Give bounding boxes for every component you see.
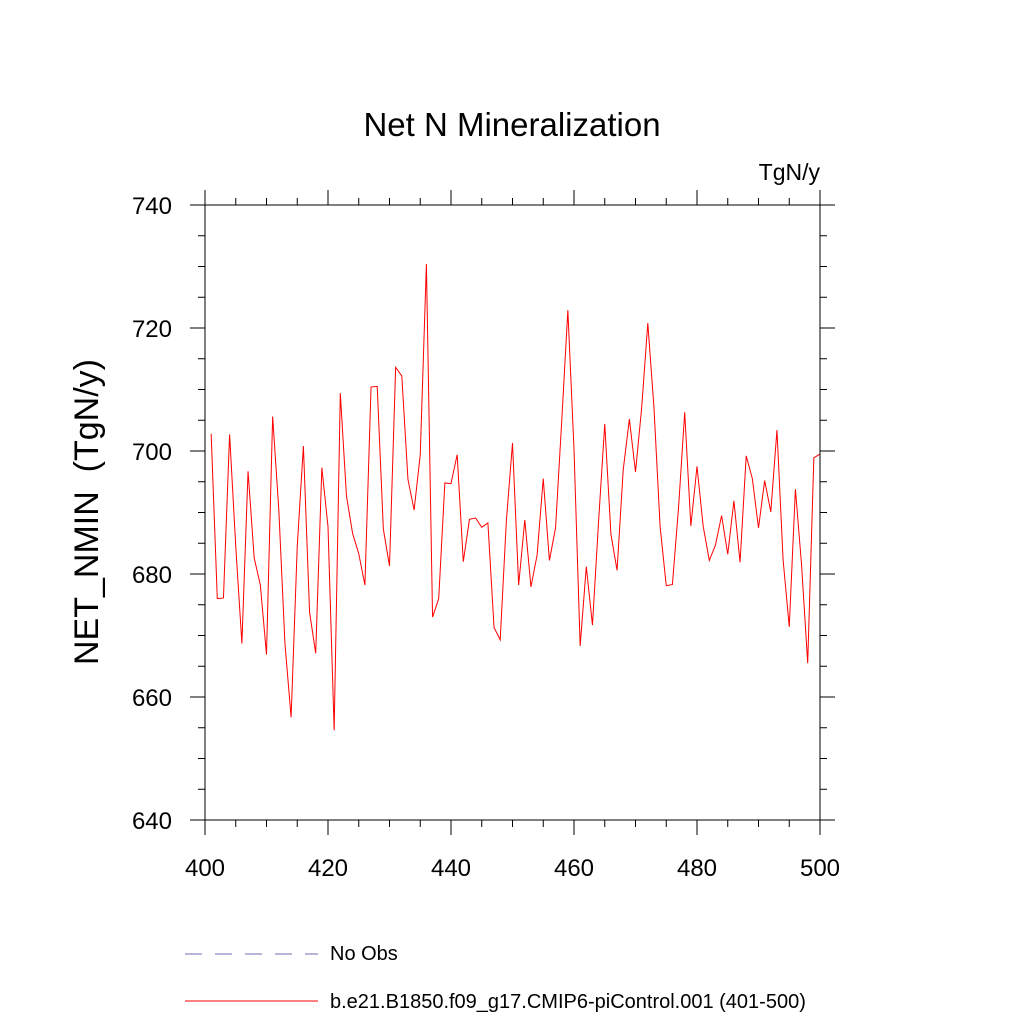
legend-label-no-obs: No Obs [330, 943, 398, 965]
series-line-model-run [210, 264, 821, 731]
plot-frame [204, 204, 821, 821]
legend-label-model-run: b.e21.B1850.f09_g17.CMIP6-piControl.001 … [330, 991, 806, 1013]
axes [204, 204, 821, 821]
y-tick-label: 720 [132, 316, 172, 343]
x-tick-label: 420 [308, 855, 348, 882]
y-axis-label: NET_NMIN (TgN/y) [68, 359, 106, 665]
x-tick-label: 480 [677, 855, 717, 882]
tick-marks [190, 190, 835, 835]
y-tick-label: 660 [132, 685, 172, 712]
y-tick-label: 680 [132, 562, 172, 589]
x-tick-label: 500 [800, 855, 840, 882]
units-label: TgN/y [759, 159, 821, 185]
x-tick-label: 460 [554, 855, 594, 882]
x-tick-label: 400 [185, 855, 225, 882]
tick-labels: 400 420 440 460 480 500 640 660 680 700 720 740 [132, 193, 840, 882]
chart-title: Net N Mineralization [363, 106, 660, 143]
y-tick-label: 640 [132, 808, 172, 835]
x-tick-label: 440 [431, 855, 471, 882]
legend: No Obs b.e21.B1850.f09_g17.CMIP6-piContro… [185, 943, 806, 1013]
y-tick-label: 700 [132, 439, 172, 466]
y-tick-label: 740 [132, 193, 172, 220]
plot-area [210, 264, 821, 731]
